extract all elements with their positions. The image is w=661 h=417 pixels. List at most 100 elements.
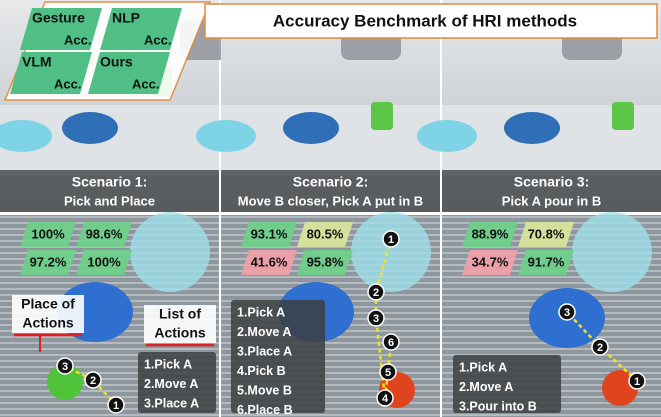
accuracy-cell	[76, 250, 132, 275]
plate-top	[0, 120, 52, 152]
action-item: 3.Pour into B	[459, 399, 537, 413]
step-marker	[376, 389, 394, 407]
action-item: 1.Pick A	[237, 305, 285, 319]
step-marker	[56, 357, 74, 375]
action-box	[138, 352, 216, 413]
step-number: 5	[385, 367, 391, 379]
caption-band	[0, 170, 219, 212]
step-number: 2	[90, 375, 96, 387]
accuracy-value: 70.8%	[528, 226, 565, 241]
legend-name: Gesture	[32, 10, 85, 26]
accuracy-cell	[76, 222, 132, 247]
annotation-label: Actions	[154, 325, 206, 341]
scenario-subtitle: Pick and Place	[64, 193, 155, 208]
action-item: 2.Move A	[144, 377, 198, 391]
action-box	[231, 300, 325, 413]
label-bg	[12, 295, 84, 314]
action-item: 1.Pick A	[144, 357, 192, 371]
accuracy-cell	[20, 250, 76, 275]
scenario-subtitle: Pick A pour in B	[502, 193, 601, 208]
label-bg	[12, 314, 84, 333]
accuracy-value: 100%	[31, 226, 65, 241]
accuracy-value: 91.7%	[528, 254, 565, 269]
step-marker	[591, 338, 609, 356]
legend-unit: Acc.	[64, 32, 91, 47]
step-number: 2	[373, 287, 379, 299]
accuracy-cell	[297, 250, 353, 275]
action-item: 4.Pick B	[237, 364, 286, 378]
step-marker	[367, 309, 385, 327]
cup-top	[371, 102, 393, 130]
legend-swatch	[20, 8, 102, 50]
action-item: 3.Place A	[237, 344, 292, 358]
accuracy-value: 34.7%	[472, 254, 509, 269]
legend-unit: Acc.	[132, 76, 159, 91]
bowl-top	[504, 112, 560, 144]
plate-bottom	[130, 212, 210, 292]
legend-name: Ours	[100, 54, 133, 70]
action-item: 5.Move B	[237, 383, 292, 397]
action-item: 3.Place A	[144, 396, 199, 410]
accuracy-cell	[462, 250, 518, 275]
step-marker	[367, 283, 385, 301]
scenario-subtitle: Move B closer, Pick A put in B	[238, 193, 423, 208]
legend-swatch	[10, 52, 92, 94]
legend-swatch	[88, 52, 170, 94]
step-number: 3	[62, 361, 68, 373]
action-item: 2.Move A	[237, 325, 291, 339]
plate-bottom	[351, 212, 431, 292]
action-item: 2.Move A	[459, 380, 513, 394]
step-marker	[558, 303, 576, 321]
legend-unit: Acc.	[144, 32, 171, 47]
step-number: 1	[634, 376, 640, 388]
accuracy-value: 100%	[87, 254, 121, 269]
accuracy-value: 97.2%	[30, 254, 67, 269]
annotation-label: Place of	[21, 296, 75, 312]
step-marker	[379, 363, 397, 381]
accuracy-cell	[518, 250, 574, 275]
step-marker	[382, 333, 400, 351]
accuracy-value: 41.6%	[251, 254, 288, 269]
step-marker	[628, 372, 646, 390]
accuracy-value: 98.6%	[86, 226, 123, 241]
scenario-title: Scenario 1:	[72, 174, 147, 190]
action-item: 6.Place B	[237, 403, 293, 417]
title-frame	[204, 3, 658, 39]
accuracy-value: 80.5%	[307, 226, 344, 241]
plate-bottom	[572, 212, 652, 292]
scenario-title: Scenario 3:	[514, 174, 589, 190]
scenario-title: Scenario 2:	[293, 174, 368, 190]
accuracy-value: 95.8%	[307, 254, 344, 269]
step-number: 3	[373, 313, 379, 325]
accuracy-cell	[297, 222, 353, 247]
caption-band	[221, 170, 440, 212]
cup-top	[612, 102, 634, 130]
action-box	[453, 355, 561, 413]
step-marker	[84, 371, 102, 389]
action-item: 1.Pick A	[459, 360, 507, 374]
title: Accuracy Benchmark of HRI methods	[273, 11, 577, 30]
accuracy-cell	[462, 222, 518, 247]
label-bg	[144, 324, 216, 343]
accuracy-cell	[518, 222, 574, 247]
accuracy-value: 93.1%	[251, 226, 288, 241]
legend-name: VLM	[22, 54, 52, 70]
legend-unit: Acc.	[54, 76, 81, 91]
step-number: 6	[388, 337, 394, 349]
plate-top	[417, 120, 477, 152]
step-marker	[382, 230, 400, 248]
legend-swatch	[100, 8, 182, 50]
accuracy-cell	[241, 250, 297, 275]
object	[47, 364, 83, 400]
step-number: 1	[113, 400, 119, 412]
label-bg	[144, 305, 216, 324]
plate-top	[196, 120, 256, 152]
step-number: 1	[388, 234, 394, 246]
bowl-top	[283, 112, 339, 144]
legend-name: NLP	[112, 10, 140, 26]
step-number: 3	[564, 307, 570, 319]
caption-band	[442, 170, 661, 212]
accuracy-value: 88.9%	[472, 226, 509, 241]
